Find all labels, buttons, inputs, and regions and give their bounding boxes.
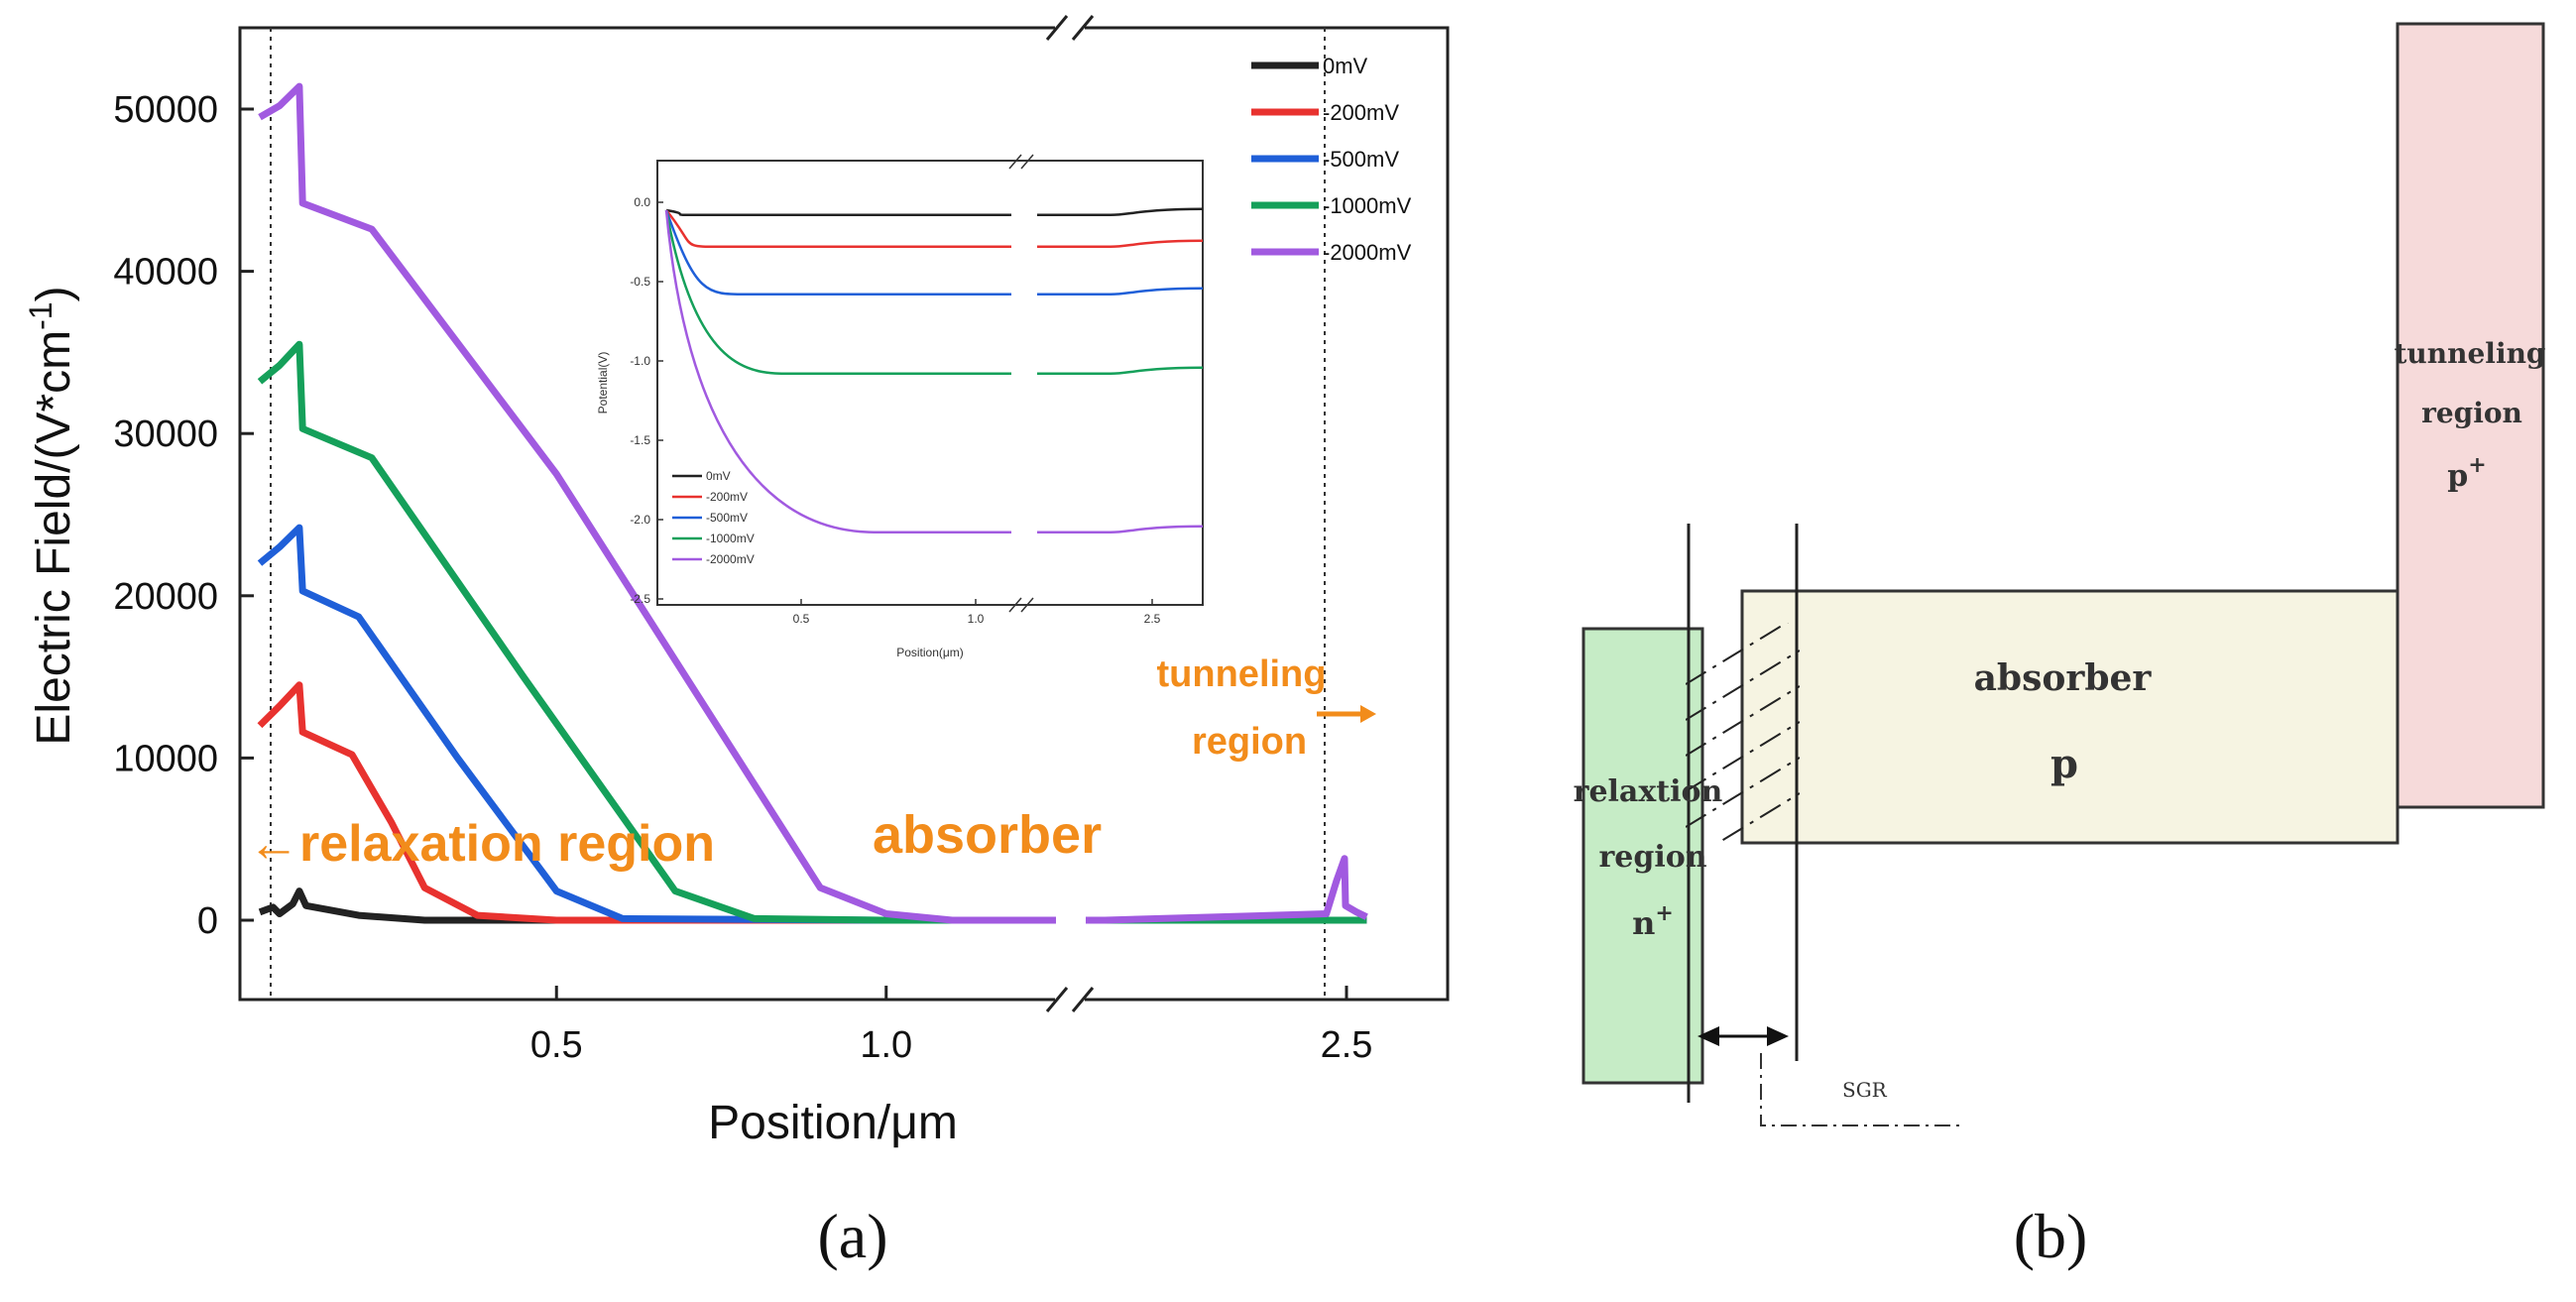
inset-legend-label: -500mV <box>706 511 748 525</box>
sgr-width-arrow-icon <box>1698 1026 1789 1046</box>
absorber-block <box>1740 589 2400 845</box>
absorber-label-2: p <box>2050 741 2078 787</box>
legend-label: -1000mV <box>1323 193 1412 218</box>
tunneling-label-1: tunneling <box>2394 337 2545 370</box>
inset-line--200mV <box>665 209 1204 249</box>
y-axis-label: Electric Field/(V*cm-1) <box>23 286 80 745</box>
legend: 0mV -200mV -500mV -1000mV -2000mV <box>1251 54 1412 265</box>
plot-frame <box>238 26 1450 1002</box>
axis-break-bottom <box>1045 987 1095 1012</box>
sgr-leader-line <box>1760 1053 1961 1126</box>
x-axis-label: Position/μm <box>708 1097 958 1149</box>
tunneling-region-block <box>2396 22 2545 809</box>
tunneling-label-2: region <box>2421 397 2522 429</box>
tunneling-annotation-2: region <box>1192 721 1307 763</box>
inset-series <box>664 207 1204 534</box>
relaxation-annotation: ←relaxation region <box>248 815 715 873</box>
inset-x-tick-label: 2.5 <box>1144 612 1161 626</box>
inset-x-label: Position(μm) <box>896 646 964 659</box>
panel-b: SGR relaxtion region n+ absorber p tunne… <box>1574 22 2546 1271</box>
inset-break-top <box>1008 154 1034 170</box>
series-group <box>257 82 1368 924</box>
inset-y-tick-label: -2.0 <box>630 513 650 527</box>
inset-legend-label: -2000mV <box>706 552 755 566</box>
absorber-annotation: absorber <box>873 805 1102 865</box>
inset-legend-label: 0mV <box>706 469 731 483</box>
y-tick-label: 30000 <box>113 414 218 455</box>
tunneling-arrow-icon <box>1317 705 1376 723</box>
inset-x-tick-label: 1.0 <box>968 612 985 626</box>
tunneling-annotation-1: tunneling <box>1157 653 1327 695</box>
inset-break-bottom <box>1008 597 1034 613</box>
series-line--1000mV <box>257 340 1367 924</box>
legend-label: -2000mV <box>1323 240 1412 265</box>
y-tick-label: 0 <box>197 900 218 942</box>
inset-y-label: Potential(V) <box>596 352 610 414</box>
caption-b: (b) <box>2014 1201 2088 1271</box>
y-tick-label: 20000 <box>113 576 218 618</box>
inset-y-tick-label: -1.5 <box>630 433 650 447</box>
legend-label: 0mV <box>1323 54 1368 78</box>
relaxation-label-3: n+ <box>1632 900 1674 942</box>
y-tick-label: 50000 <box>113 89 218 131</box>
inset-chart: 0.0 -0.5 -1.0 -1.5 -2.0 -2.5 0.5 1.0 2.5 Positio… <box>596 154 1204 659</box>
inset-legend: 0mV -200mV -500mV -1000mV -2000mV <box>672 469 755 566</box>
x-tick-label: 0.5 <box>530 1024 583 1066</box>
axes-a: 0 10000 20000 30000 40000 50000 0.5 1.0 2.5 <box>113 89 1372 1066</box>
absorber-label-1: absorber <box>1974 657 2153 699</box>
inset-axes: 0.0 -0.5 -1.0 -1.5 -2.0 -2.5 0.5 1.0 2.5 <box>630 195 1160 626</box>
inset-y-tick-label: 0.0 <box>634 195 650 209</box>
inset-line--2000mV <box>664 209 1204 534</box>
legend-label: -200mV <box>1323 100 1399 125</box>
inset-y-tick-label: -0.5 <box>630 275 650 289</box>
inset-line-0mV <box>665 207 1204 217</box>
sgr-label: SGR <box>1842 1078 1888 1102</box>
series-line--2000mV <box>258 82 1368 924</box>
inset-legend-label: -200mV <box>706 490 748 504</box>
x-tick-label: 1.0 <box>860 1024 912 1066</box>
legend-label: -500mV <box>1323 147 1399 172</box>
tunneling-label-3: p+ <box>2447 452 2486 494</box>
sgr-hatch <box>1686 623 1800 843</box>
relaxation-label-1: relaxtion <box>1574 774 1723 809</box>
inset-y-tick-label: -2.5 <box>630 592 650 606</box>
inset-x-tick-label: 0.5 <box>793 612 810 626</box>
y-tick-label: 40000 <box>113 252 218 294</box>
caption-a: (a) <box>817 1201 887 1271</box>
inset-legend-label: -1000mV <box>706 532 755 545</box>
panel-a: 0 10000 20000 30000 40000 50000 0.5 1.0 2.5 Posi… <box>23 15 1450 1271</box>
relaxation-label-2: region <box>1598 840 1706 875</box>
x-tick-label: 2.5 <box>1321 1024 1373 1066</box>
inset-line--1000mV <box>664 209 1204 376</box>
y-tick-label: 10000 <box>113 738 218 779</box>
inset-y-tick-label: -1.0 <box>630 354 650 368</box>
inset-line--500mV <box>664 209 1204 296</box>
relaxation-region-block <box>1581 627 1704 1085</box>
break-gap <box>1056 873 1086 932</box>
inset-frame <box>656 160 1204 606</box>
axis-break-top <box>1045 15 1095 41</box>
